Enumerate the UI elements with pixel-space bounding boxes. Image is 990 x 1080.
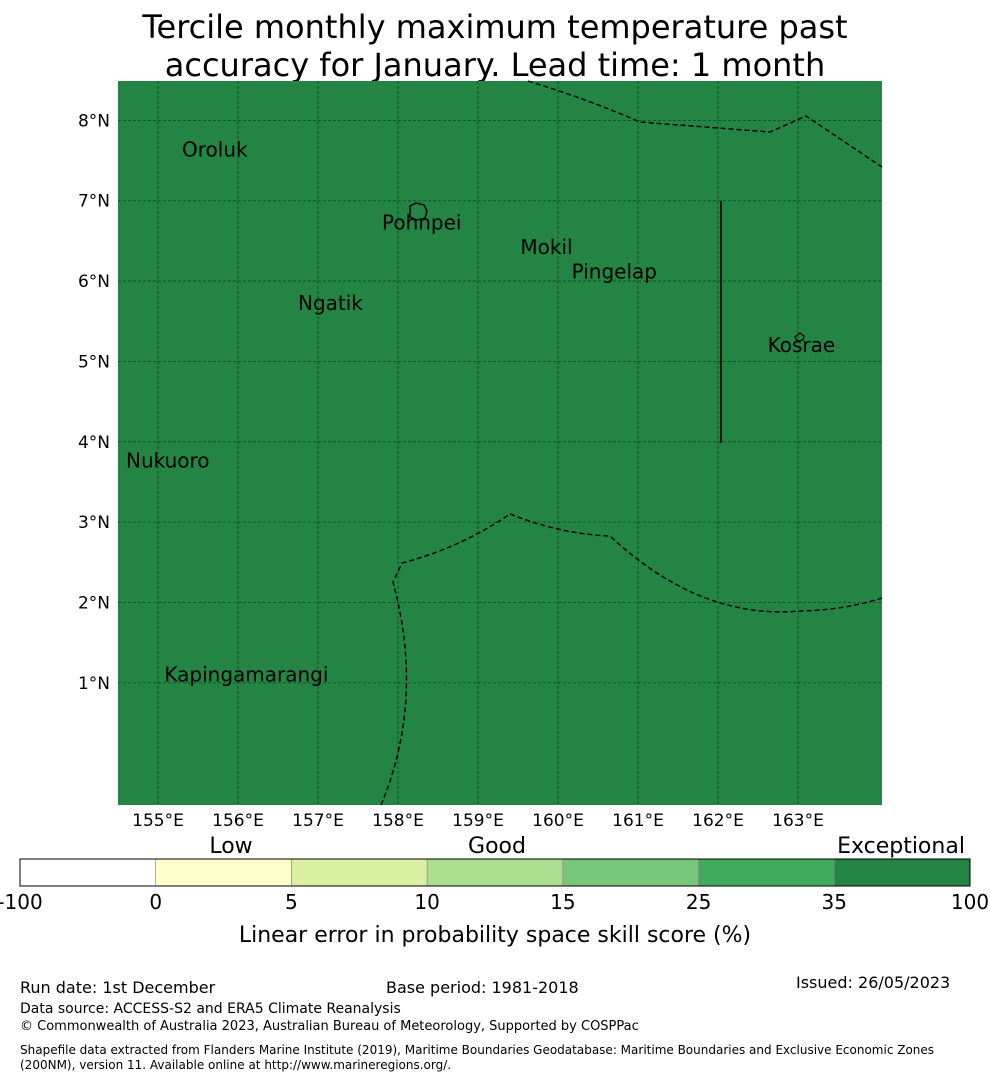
lon-tick-label: 162°E <box>692 811 744 831</box>
lat-tick-label: 1°N <box>78 674 110 694</box>
title-line-2: accuracy for January. Lead time: 1 month <box>165 46 826 84</box>
colorbar-bin-0-to-5 <box>155 858 292 887</box>
colorbar-frame <box>19 858 971 887</box>
axis-ticks: 155°E 156°E 157°E 158°E 159°E 160°E 161°E 162°E… <box>78 111 824 831</box>
colorbar-tick-label: -100 <box>0 890 43 914</box>
colorbar: -100 0 5 10 15 25 35 100 <box>0 858 989 914</box>
lon-tick-label: 159°E <box>452 811 504 831</box>
place-label-kosrae: Kosrae <box>768 333 836 357</box>
colorbar-category-low: Low <box>209 834 252 859</box>
colorbar-bin-25-to-35 <box>698 858 835 887</box>
shapefile-credit: Shapefile data extracted from Flanders M… <box>20 1043 935 1072</box>
colorbar-tick-label: 25 <box>686 890 711 914</box>
eez-boundaries <box>380 80 883 806</box>
data-source: Data source: ACCESS-S2 and ERA5 Climate … <box>20 1001 401 1017</box>
graticule <box>118 81 882 805</box>
colorbar-bin-15-to-25 <box>562 858 699 887</box>
colorbar-axis-label: Linear error in probability space skill … <box>239 923 751 948</box>
colorbar-bin-10-to-15 <box>426 858 564 887</box>
lon-tick-label: 155°E <box>132 811 184 831</box>
base-period: Base period: 1981-2018 <box>386 978 579 997</box>
lat-tick-label: 6°N <box>78 272 110 292</box>
colorbar-tick-label: 15 <box>550 890 575 914</box>
lon-tick-label: 161°E <box>612 811 664 831</box>
lat-tick-label: 4°N <box>78 433 110 453</box>
colorbar-tick-label: 10 <box>414 890 439 914</box>
colorbar-tick-label: 100 <box>951 890 989 914</box>
colorbar-bin-5-to-10 <box>291 858 428 887</box>
title-line-1: Tercile monthly maximum temperature past <box>141 8 847 46</box>
pohnpei-island-outline <box>409 202 428 221</box>
lat-tick-label: 7°N <box>78 192 110 212</box>
place-label-kapingamarangi: Kapingamarangi <box>164 662 328 686</box>
run-date: Run date: 1st December <box>20 978 216 997</box>
lon-tick-label: 158°E <box>372 811 424 831</box>
colorbar-bin-35-to-100 <box>833 858 971 887</box>
colorbar-category-exceptional: Exceptional <box>837 834 965 859</box>
lon-tick-label: 163°E <box>772 811 824 831</box>
eez-boundary-north <box>527 80 883 168</box>
place-label-pohnpei: Pohnpei <box>382 211 462 235</box>
colorbar-category-good: Good <box>468 834 526 859</box>
colorbar-bin--100-to-0 <box>19 858 157 887</box>
issued-date: Issued: 26/05/2023 <box>796 973 951 992</box>
place-label-mokil: Mokil <box>520 235 572 259</box>
lat-tick-label: 8°N <box>78 111 110 131</box>
colorbar-tick-label: 35 <box>822 890 847 914</box>
lon-tick-label: 157°E <box>292 811 344 831</box>
lat-tick-label: 3°N <box>78 513 110 533</box>
eez-boundary-south <box>380 513 883 806</box>
colorbar-tick-label: 5 <box>285 890 298 914</box>
place-label-nukuoro: Nukuoro <box>126 449 210 473</box>
lat-tick-label: 2°N <box>78 594 110 614</box>
place-label-oroluk: Oroluk <box>182 138 248 162</box>
lon-tick-label: 156°E <box>212 811 264 831</box>
place-label-pingelap: Pingelap <box>572 260 657 284</box>
place-label-ngatik: Ngatik <box>298 291 363 315</box>
kosrae-island-outline <box>794 332 805 342</box>
lon-tick-label: 160°E <box>532 811 584 831</box>
map-area <box>118 81 882 805</box>
lat-tick-label: 5°N <box>78 352 110 372</box>
colorbar-tick-label: 0 <box>149 890 162 914</box>
copyright: © Commonwealth of Australia 2023, Austra… <box>20 1019 639 1034</box>
